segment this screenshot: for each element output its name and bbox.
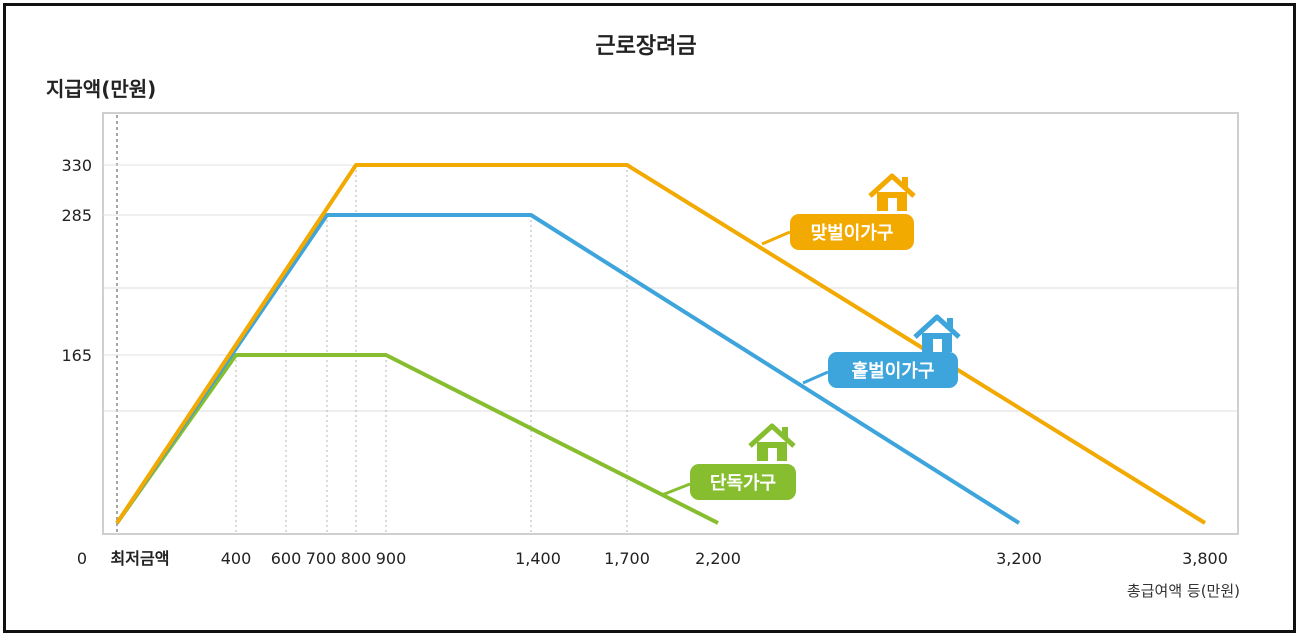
legend-single-income: 홑벌이가구 [802,314,961,388]
y-tick-label: 165 [61,346,92,365]
legend-single-person: 단독가구 [661,423,796,500]
x-tick-label: 2,200 [695,549,741,568]
x-tick-label: 700 [306,549,337,568]
y-axis-label: 지급액(만원) [46,77,156,101]
x-tick-label: 800 [341,549,372,568]
legend-single-income-label: 홑벌이가구 [852,360,935,382]
house-icon [868,173,916,211]
legend-dual-income-label: 맞벌이가구 [811,223,894,244]
x-tick-label: 900 [376,549,407,568]
x-tick-label: 최저금액 [111,549,170,568]
x-tick-label: 3,800 [1182,549,1228,568]
x-tick-label: 1,400 [515,549,561,568]
house-icon [913,314,961,352]
plot-area [102,112,1239,535]
legend-single-person-label: 단독가구 [710,473,776,494]
legend-dual-income: 맞벌이가구 [761,173,916,250]
x-tick-label: 0 [77,549,87,568]
x-axis-label: 총급여액 등(만원) [1127,582,1240,600]
house-icon [748,423,796,461]
y-tick-label: 285 [61,206,92,225]
x-tick-label: 600 [271,549,302,568]
chart-title: 근로장려금 [595,34,696,59]
x-tick-label: 400 [221,549,252,568]
chart-frame [3,3,1296,633]
series-line [115,163,1207,525]
y-tick-label: 330 [61,156,92,175]
series-line [115,353,719,525]
x-tick-label: 3,200 [996,549,1042,568]
x-tick-label: 1,700 [604,549,650,568]
